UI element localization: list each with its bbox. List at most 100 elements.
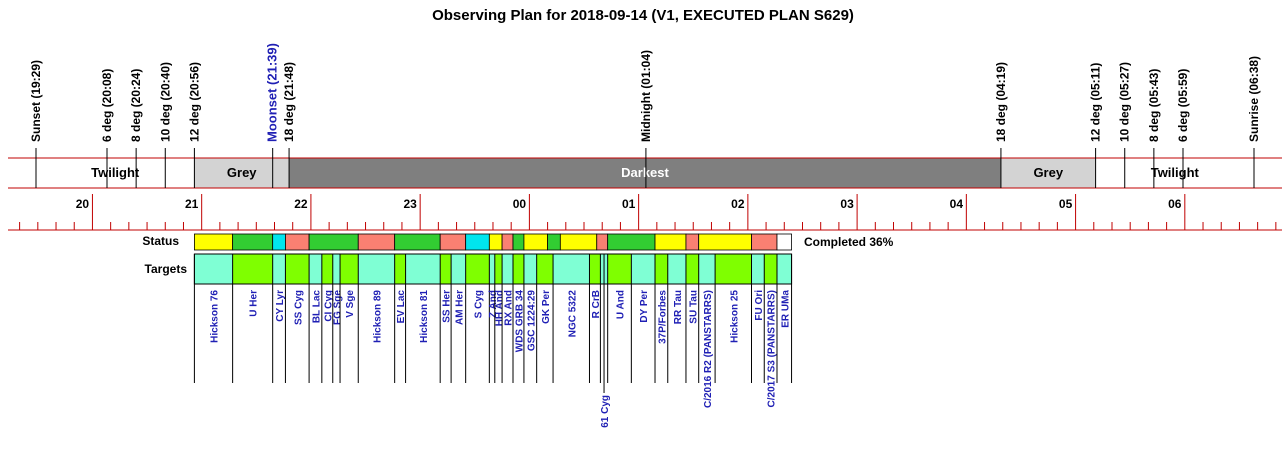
status-segment bbox=[232, 233, 274, 251]
hour-tick-label: 01 bbox=[622, 197, 636, 211]
hour-tick-label: 05 bbox=[1059, 197, 1073, 211]
event-label: Moonset (21:39) bbox=[265, 43, 280, 142]
band-label: Twilight bbox=[91, 165, 140, 180]
target-label: ER UMa bbox=[780, 290, 791, 328]
target-label: S Cyg bbox=[474, 290, 485, 318]
target-block bbox=[685, 254, 699, 284]
targets-frame bbox=[193, 253, 793, 285]
status-segment bbox=[308, 233, 359, 251]
target-label: AM Her bbox=[454, 290, 465, 325]
status-segment bbox=[685, 233, 700, 251]
target-label: C/2016 R2 (PANSTARRS) bbox=[703, 290, 714, 408]
status-segment bbox=[596, 233, 609, 251]
target-block bbox=[232, 254, 273, 284]
band-label: Grey bbox=[1033, 165, 1063, 180]
target-label: RR Tau bbox=[673, 290, 684, 324]
target-label: DY Per bbox=[639, 290, 650, 323]
status-segment bbox=[501, 233, 514, 251]
target-block bbox=[655, 254, 668, 284]
status-segment bbox=[559, 233, 598, 251]
event-label: Midnight (01:04) bbox=[639, 50, 653, 142]
target-block bbox=[451, 254, 466, 284]
targets-row: Hickson 76 U Her CY Lyr SS Cyg BL Lac CI CygF… bbox=[193, 253, 793, 428]
target-label: EV Lac bbox=[396, 290, 407, 324]
target-label: WDS GRB 34 bbox=[514, 290, 525, 353]
target-label: CI Cyg bbox=[323, 290, 334, 322]
target-label: Hickson 89 bbox=[372, 290, 383, 343]
chart-title: Observing Plan for 2018-09-14 (V1, EXECU… bbox=[432, 7, 854, 24]
target-label: BL Lac bbox=[311, 290, 322, 324]
status-segment bbox=[698, 233, 752, 251]
completed-text: Completed 36% bbox=[804, 235, 894, 249]
target-label: Hickson 76 bbox=[210, 290, 221, 343]
target-block bbox=[631, 254, 656, 284]
event-label: 8 deg (20:24) bbox=[129, 69, 143, 142]
target-label: Z And bbox=[488, 290, 499, 318]
target-label: NGC 5322 bbox=[567, 290, 578, 338]
status-segment bbox=[272, 233, 286, 251]
target-label: Hickson 81 bbox=[419, 290, 430, 343]
hour-tick-label: 21 bbox=[185, 197, 199, 211]
target-label: FG Sge bbox=[332, 290, 343, 325]
target-label: U Her bbox=[249, 290, 260, 317]
target-block bbox=[465, 254, 490, 284]
target-block bbox=[405, 254, 441, 284]
event-label: 12 deg (05:11) bbox=[1089, 63, 1103, 142]
target-block bbox=[440, 254, 452, 284]
target-label: Hickson 25 bbox=[729, 290, 740, 343]
status-segment bbox=[776, 233, 792, 251]
band-label: Darkest bbox=[621, 165, 669, 180]
status-segment bbox=[547, 233, 561, 251]
target-block bbox=[502, 254, 514, 284]
targets-row-label: Targets bbox=[145, 262, 188, 276]
status-segment bbox=[285, 233, 310, 251]
status-segment bbox=[654, 233, 687, 251]
target-label: RX And bbox=[504, 290, 515, 326]
target-block bbox=[589, 254, 601, 284]
target-label: GK Per bbox=[541, 290, 552, 324]
event-label: Sunset (19:29) bbox=[29, 60, 43, 142]
band-rect bbox=[1095, 158, 1254, 188]
event-label: 12 deg (20:56) bbox=[187, 62, 201, 142]
hour-tick-label: 04 bbox=[950, 197, 964, 211]
target-block bbox=[764, 254, 777, 284]
hour-tick-label: 00 bbox=[513, 197, 527, 211]
target-block bbox=[285, 254, 310, 284]
event-label: 10 deg (20:40) bbox=[158, 62, 172, 142]
hour-tick-label: 22 bbox=[294, 197, 308, 211]
event-label: 8 deg (05:43) bbox=[1147, 69, 1161, 142]
target-block bbox=[358, 254, 395, 284]
target-block bbox=[751, 254, 765, 284]
status-row-label: Status bbox=[142, 234, 179, 248]
band-rect bbox=[36, 158, 195, 188]
event-label: 18 deg (04:19) bbox=[994, 62, 1008, 142]
target-block bbox=[194, 254, 233, 284]
target-block bbox=[272, 254, 286, 284]
target-block bbox=[309, 254, 322, 284]
status-segment bbox=[465, 233, 490, 251]
target-label: 61 Cyg bbox=[600, 395, 611, 428]
event-label: 6 deg (20:08) bbox=[100, 69, 114, 142]
hour-tick-label: 06 bbox=[1168, 197, 1182, 211]
status-segment bbox=[607, 233, 656, 251]
hour-tick-label: 23 bbox=[403, 197, 417, 211]
target-label: SU Tau bbox=[688, 290, 699, 324]
status-segment bbox=[394, 233, 441, 251]
target-block bbox=[513, 254, 524, 284]
band-rect bbox=[289, 158, 1001, 188]
target-label: GSC 1224:29 bbox=[526, 290, 537, 352]
status-segment bbox=[488, 233, 503, 251]
target-block bbox=[553, 254, 590, 284]
hour-tick-label: 20 bbox=[76, 197, 90, 211]
target-block bbox=[489, 254, 495, 284]
target-block bbox=[332, 254, 341, 284]
target-block bbox=[340, 254, 359, 284]
status-segment bbox=[439, 233, 467, 251]
target-label: CY Lyr bbox=[275, 290, 286, 322]
target-label: C/2017 S3 (PANSTARRS) bbox=[767, 290, 778, 407]
event-label: Sunrise (06:38) bbox=[1247, 56, 1261, 142]
hour-tick-label: 02 bbox=[731, 197, 745, 211]
sky-events: Sunset (19:29) 6 deg (20:08) 8 deg (20:24)… bbox=[29, 43, 1261, 188]
status-row bbox=[193, 233, 792, 251]
